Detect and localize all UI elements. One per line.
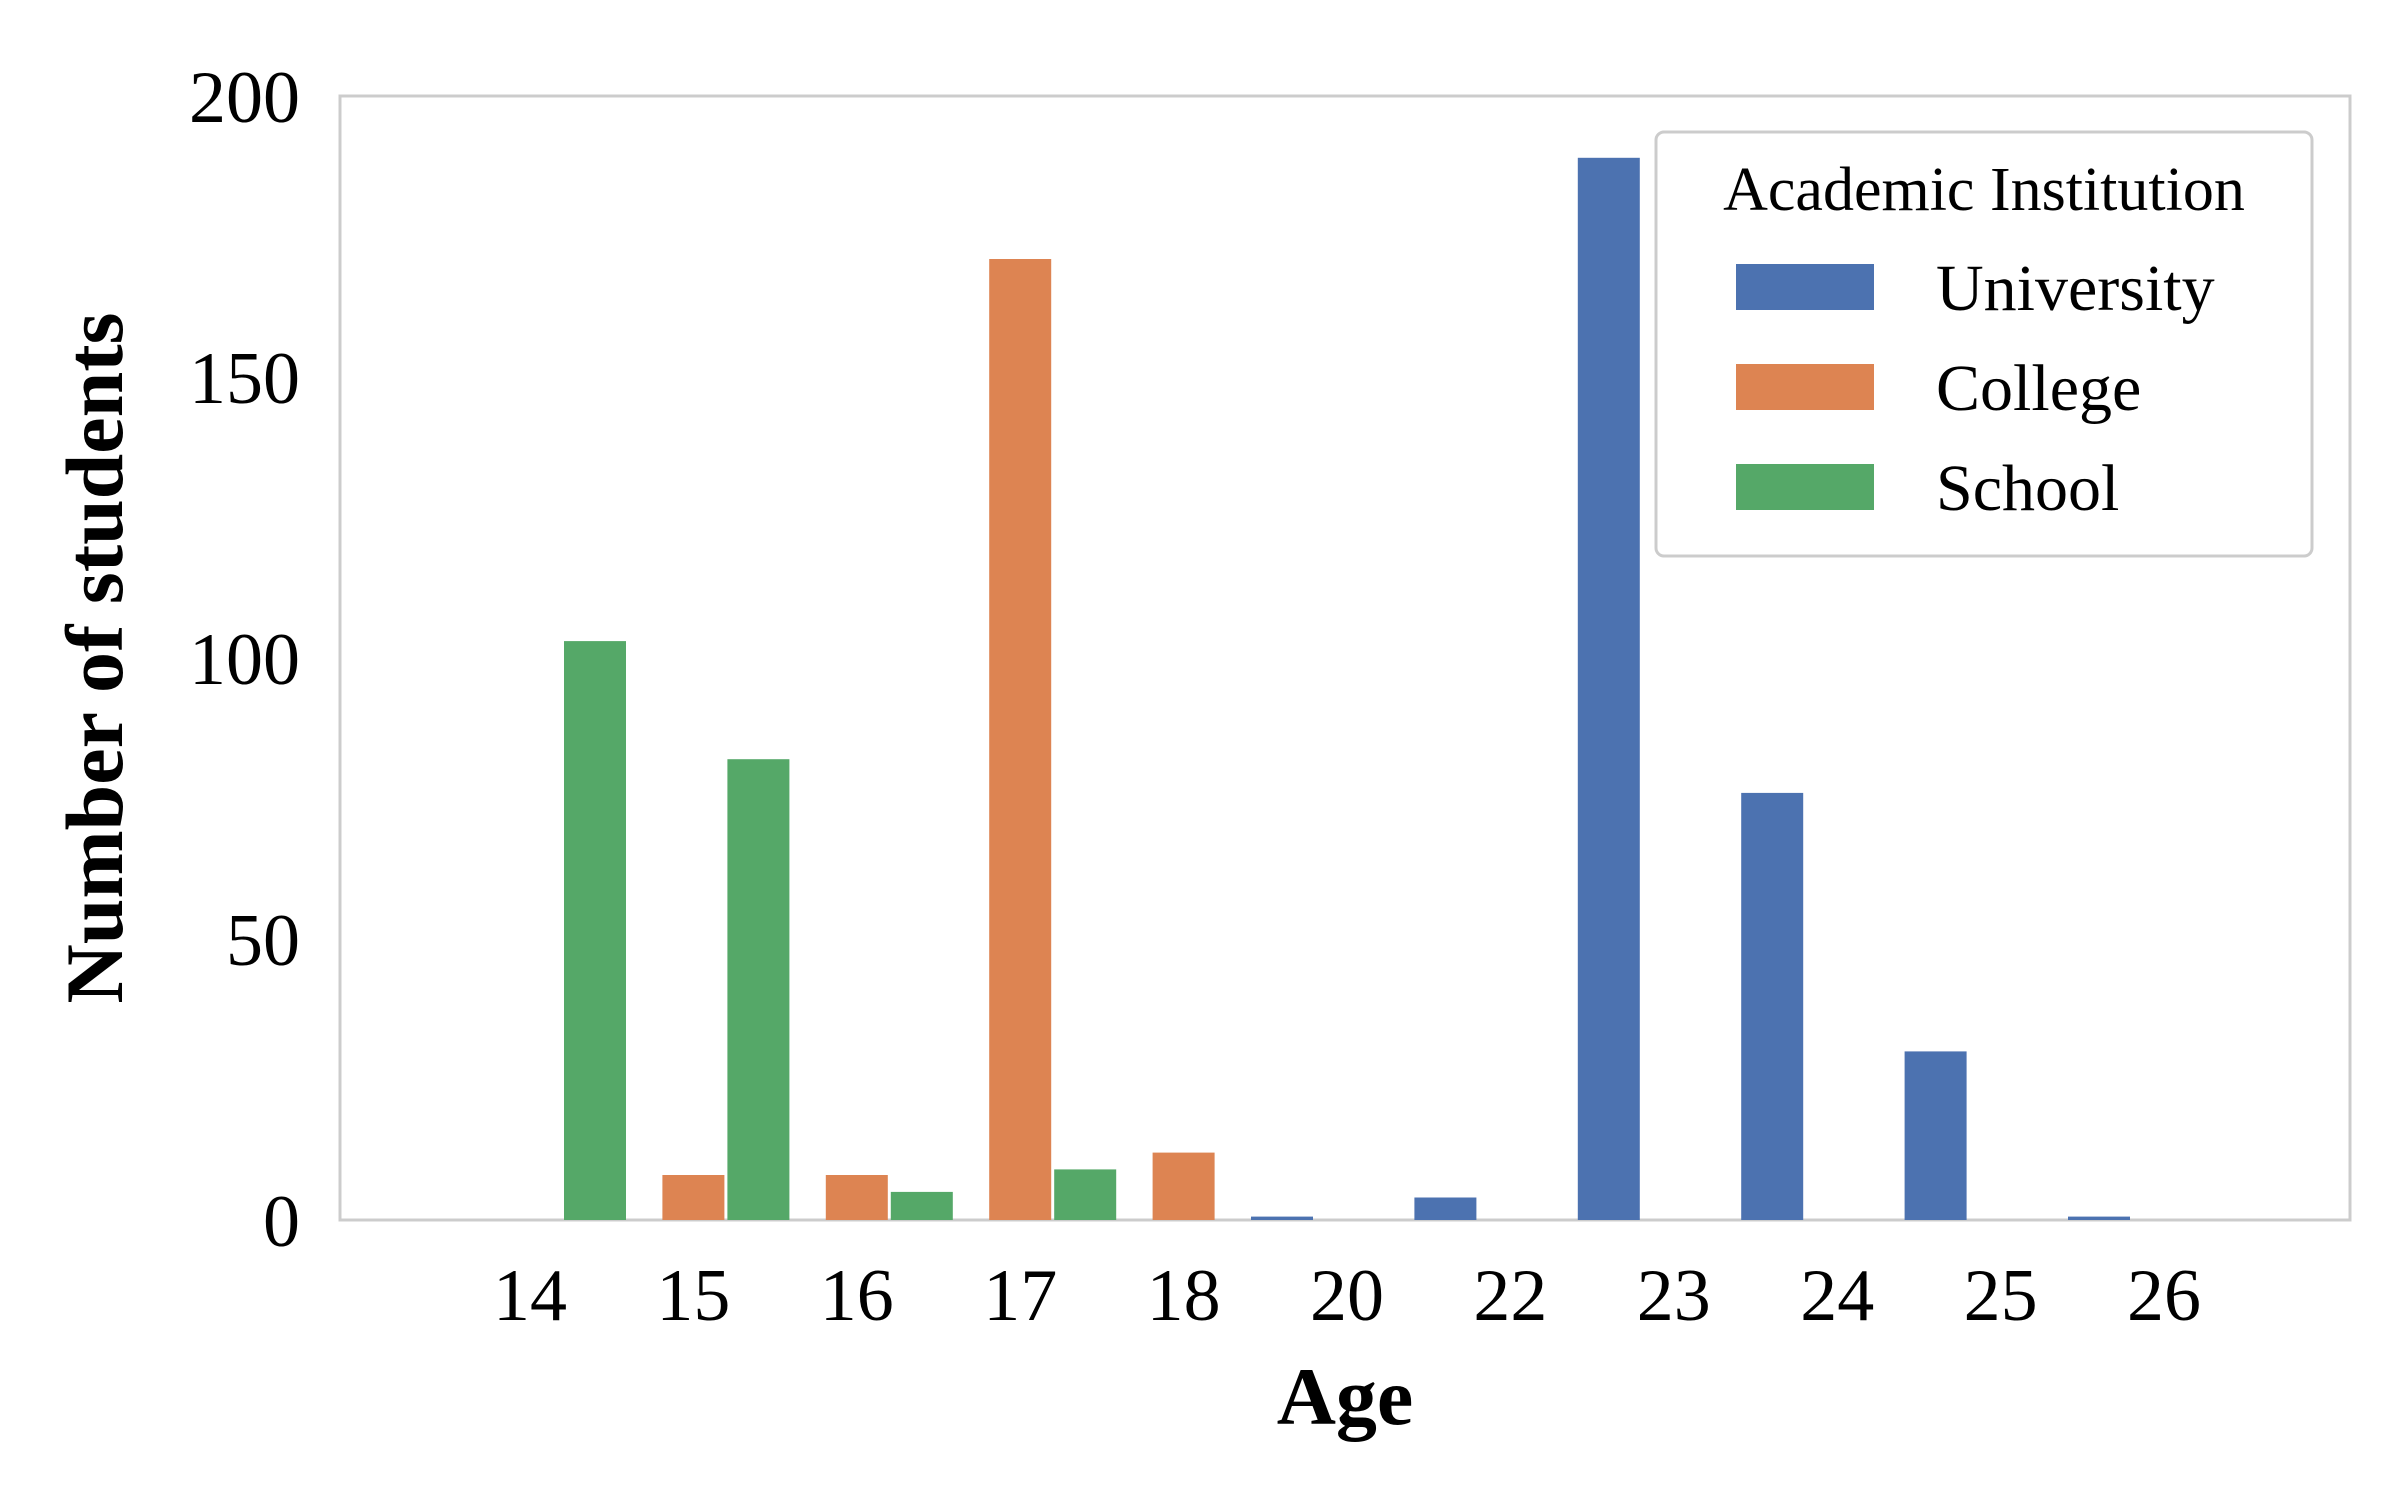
legend-swatch-university	[1736, 264, 1874, 310]
bar-college-15	[662, 1175, 725, 1220]
bar-school-14	[564, 641, 626, 1220]
legend-frame	[1654, 130, 2314, 558]
bar-college-18	[1152, 1152, 1215, 1220]
x-tick-label: 16	[820, 1255, 894, 1337]
x-tick-label: 18	[1147, 1255, 1221, 1337]
legend-title: Academic Institution	[1723, 156, 2245, 224]
x-tick-label: 25	[1964, 1255, 2038, 1337]
legend-label-school: School	[1936, 452, 2119, 525]
bars-group	[564, 157, 2130, 1220]
y-tick-label: 0	[263, 1181, 300, 1263]
legend-label-college: College	[1936, 352, 2141, 425]
y-axis-title: Number of students	[49, 313, 140, 1004]
bar-college-17	[989, 259, 1052, 1220]
legend-swatch-school	[1736, 464, 1874, 510]
bar-school-17	[1054, 1169, 1117, 1220]
bar-university-24	[1741, 792, 1804, 1220]
y-ticks: 0 50 100 150 200	[189, 57, 300, 1263]
x-ticks: 14 15 16 17 18 20 22 23 24 25 26	[493, 1255, 2201, 1337]
x-tick-label: 26	[2127, 1255, 2201, 1337]
bar-university-25	[1904, 1051, 1967, 1220]
x-tick-label: 23	[1637, 1255, 1711, 1337]
x-tick-label: 20	[1310, 1255, 1384, 1337]
y-tick-label: 100	[189, 619, 300, 701]
legend-swatch-college	[1736, 364, 1874, 410]
bar-university-20	[1251, 1216, 1313, 1220]
x-axis-title: Age	[1277, 1351, 1414, 1442]
x-tick-label: 15	[656, 1255, 730, 1337]
bar-university-22	[1414, 1197, 1477, 1220]
bar-school-16	[890, 1191, 953, 1220]
x-tick-label: 14	[493, 1255, 567, 1337]
bar-university-26	[2068, 1216, 2130, 1220]
y-tick-label: 50	[226, 900, 300, 982]
x-tick-label: 24	[1800, 1255, 1874, 1337]
legend-label-university: University	[1936, 252, 2215, 325]
y-tick-label: 200	[189, 57, 300, 139]
y-tick-label: 150	[189, 338, 300, 420]
legend: Academic Institution University College Sc…	[1654, 130, 2314, 558]
bar-school-15	[727, 759, 790, 1220]
bar-college-16	[825, 1175, 888, 1220]
x-tick-label: 17	[983, 1255, 1057, 1337]
legend-items: University College School	[1736, 252, 2215, 525]
bar-university-23	[1577, 157, 1640, 1220]
x-tick-label: 22	[1473, 1255, 1547, 1337]
